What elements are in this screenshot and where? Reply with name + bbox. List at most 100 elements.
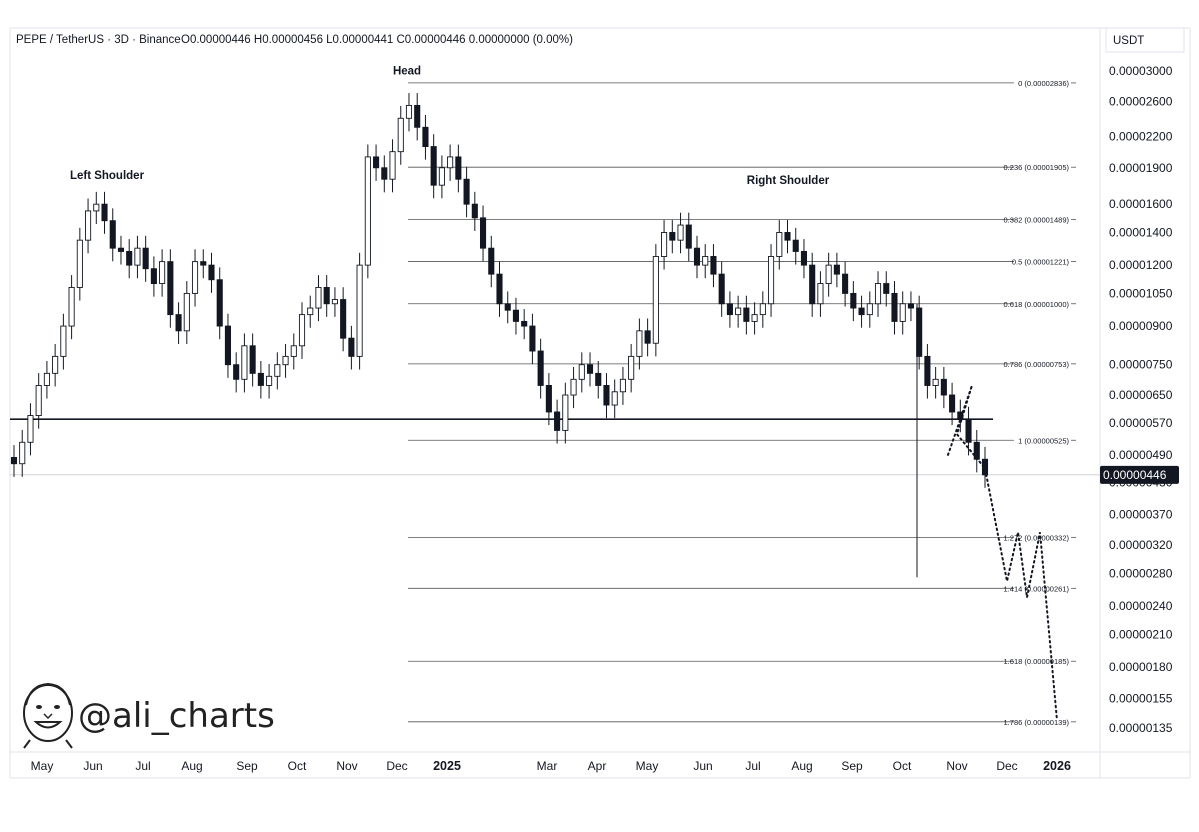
fib-label: 0.618 (0.00001000) <box>1004 300 1070 309</box>
time-axis[interactable]: May Jun Jul Aug Sep Oct Nov Dec 2025 Mar Apr May Jun… <box>31 759 1071 773</box>
candle-body <box>965 418 972 443</box>
y-tick-label: 0.00000210 <box>1109 627 1173 641</box>
ohlc-readout: O0.00000446 H0.00000456 L0.00000441 C0.0… <box>181 34 573 46</box>
candle-body <box>85 210 92 241</box>
candle-body <box>389 151 396 180</box>
candle-body <box>282 355 289 366</box>
x-tick-label: Sep <box>236 759 258 773</box>
candle-body <box>455 156 462 180</box>
candle-body <box>364 156 371 266</box>
candle-body <box>545 385 552 413</box>
candle-body <box>142 247 149 270</box>
candle-body <box>685 224 692 249</box>
candle-body <box>833 264 840 275</box>
y-tick-label: 0.00000370 <box>1109 507 1173 521</box>
candle-body <box>735 307 742 316</box>
x-tick-label: Jun <box>693 759 712 773</box>
x-tick-label: Aug <box>181 759 202 773</box>
candle-body <box>340 299 347 339</box>
candle-body <box>266 375 273 386</box>
projection-line <box>947 385 1058 722</box>
price-axis[interactable]: 0.00003000 0.00002600 0.00002200 0.00001900… <box>1109 64 1173 735</box>
candle-body <box>973 441 980 460</box>
candle-body <box>488 247 495 275</box>
candle-body <box>274 364 281 377</box>
candle-body <box>825 264 832 285</box>
candle-body <box>702 256 709 266</box>
x-tick-label: Jun <box>83 759 102 773</box>
candle-body <box>68 286 75 327</box>
fib-label: 0 (0.00002836) <box>1018 79 1069 88</box>
candle-body <box>800 251 808 266</box>
y-tick-label: 0.00000570 <box>1109 416 1173 430</box>
y-tick-label: 0.00001600 <box>1109 197 1173 211</box>
candle-body <box>101 203 108 222</box>
candle-body <box>93 203 100 212</box>
candle-body <box>784 232 791 241</box>
candle-body <box>504 303 511 311</box>
candle-body <box>661 232 668 257</box>
x-tick-label: Mar <box>537 759 558 773</box>
candle-body <box>224 325 231 366</box>
y-tick-label: 0.00001900 <box>1109 161 1173 175</box>
candle-body <box>35 385 42 416</box>
y-tick-label: 0.00001200 <box>1109 258 1173 272</box>
candle-body <box>586 364 594 374</box>
candle-body <box>356 264 363 357</box>
candle-body <box>603 385 610 406</box>
candle-body <box>298 314 306 347</box>
candle-body <box>842 273 849 294</box>
x-tick-label: Aug <box>791 759 812 773</box>
candle-body <box>463 178 470 205</box>
candle-body <box>562 394 569 431</box>
x-tick-label: Dec <box>386 759 407 773</box>
candle-body <box>208 264 215 281</box>
candle-body <box>949 394 956 413</box>
x-tick-label: Oct <box>288 759 307 773</box>
candle-body <box>216 279 223 327</box>
candle-body <box>710 256 717 275</box>
pattern-label: Head <box>393 66 421 78</box>
candle-body <box>751 314 758 322</box>
watermark-handle: @ali_charts <box>78 696 275 736</box>
symbol-title: PEPE / TetherUS · 3D · Binance <box>16 34 181 46</box>
y-tick-label: 0.00000320 <box>1109 538 1173 552</box>
fib-label: 0.786 (0.00000753) <box>1004 360 1070 369</box>
candles <box>10 93 989 578</box>
fib-label: 0.236 (0.00001905) <box>1004 163 1070 172</box>
y-tick-label: 0.00000180 <box>1109 660 1173 674</box>
candle-body <box>759 303 766 316</box>
candle-body <box>447 156 454 169</box>
candle-body <box>693 247 701 266</box>
candle-body <box>331 299 338 305</box>
y-tick-label: 0.00000650 <box>1109 388 1173 402</box>
candle-body <box>315 286 322 309</box>
candle-body <box>150 268 157 285</box>
candle-body <box>677 224 684 241</box>
current-price-tag: 0.00000446 <box>1100 465 1179 484</box>
candle-body <box>405 104 413 119</box>
candle-body <box>529 325 536 352</box>
y-tick-label: 0.00001050 <box>1109 286 1173 300</box>
candle-body <box>669 232 676 241</box>
x-tick-label: Jul <box>745 759 760 773</box>
currency-button[interactable]: USDT <box>1105 27 1185 53</box>
fib-label: 0.5 (0.00001221) <box>1012 257 1070 266</box>
candle-body <box>512 309 520 322</box>
candle-body <box>60 325 67 357</box>
candle-body <box>595 372 602 386</box>
candle-body <box>817 283 824 305</box>
candle-body <box>373 156 380 169</box>
candle-body <box>471 203 478 219</box>
candle-body <box>718 273 725 305</box>
candle-body <box>776 232 783 257</box>
y-tick-label: 0.00000280 <box>1109 566 1173 580</box>
candle-body <box>159 261 166 285</box>
candle-body <box>109 220 116 249</box>
candle-body <box>866 303 873 316</box>
fib-label: 1.618 (0.00000185) <box>1004 657 1070 666</box>
cartoon-face-logo <box>23 682 73 749</box>
candle-body <box>537 350 544 386</box>
candle-body <box>636 330 643 357</box>
